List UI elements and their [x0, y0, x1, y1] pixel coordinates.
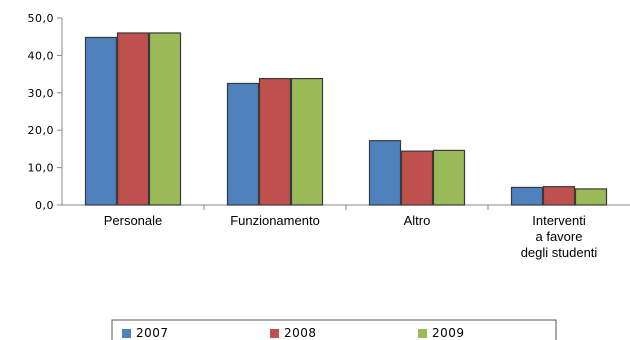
bar-2008-3 — [400, 150, 434, 206]
x-tick-label: Funzionamento — [230, 213, 320, 228]
bar-2008-2 — [258, 77, 292, 206]
legend-label-2007: 2007 — [136, 326, 169, 340]
x-tick-label: degli studenti — [521, 245, 598, 260]
bar-2009-4 — [574, 188, 608, 206]
bars — [84, 32, 608, 206]
y-tick-label: 20,0 — [28, 124, 55, 137]
bar-2007-1 — [84, 36, 118, 206]
legend-swatch-2009 — [418, 329, 427, 338]
y-tick-label: 30,0 — [28, 87, 55, 100]
bar-2009-3 — [432, 149, 466, 206]
legend-box — [111, 319, 557, 340]
x-tick-label: a favore — [536, 229, 583, 244]
bar-2007-3 — [368, 140, 402, 206]
bar-2009-2 — [290, 77, 324, 206]
y-tick-label: 40,0 — [28, 49, 55, 62]
legend-label-2008: 2008 — [284, 326, 317, 340]
legend-swatch-2007 — [122, 329, 131, 338]
legend: 2007 2008 2009 — [111, 319, 557, 340]
x-tick-label: Altro — [404, 213, 431, 228]
x-tick-label: Personale — [104, 213, 163, 228]
bar-2008-1 — [116, 32, 150, 206]
y-tick-label: 10,0 — [28, 162, 55, 175]
x-tick-label: Interventi — [532, 213, 586, 228]
bar-2007-2 — [226, 82, 260, 206]
bar-2009-1 — [148, 32, 182, 206]
y-tick-label: 0,0 — [35, 199, 54, 212]
legend-label-2009: 2009 — [432, 326, 465, 340]
labels: 0,0 10,0 20,0 30,0 40,0 50,0 Personale Funziona… — [28, 12, 598, 260]
bar-2007-4 — [510, 186, 544, 206]
y-tick-label: 50,0 — [28, 12, 55, 25]
bar-2008-4 — [542, 186, 576, 206]
legend-swatch-2008 — [270, 329, 279, 338]
